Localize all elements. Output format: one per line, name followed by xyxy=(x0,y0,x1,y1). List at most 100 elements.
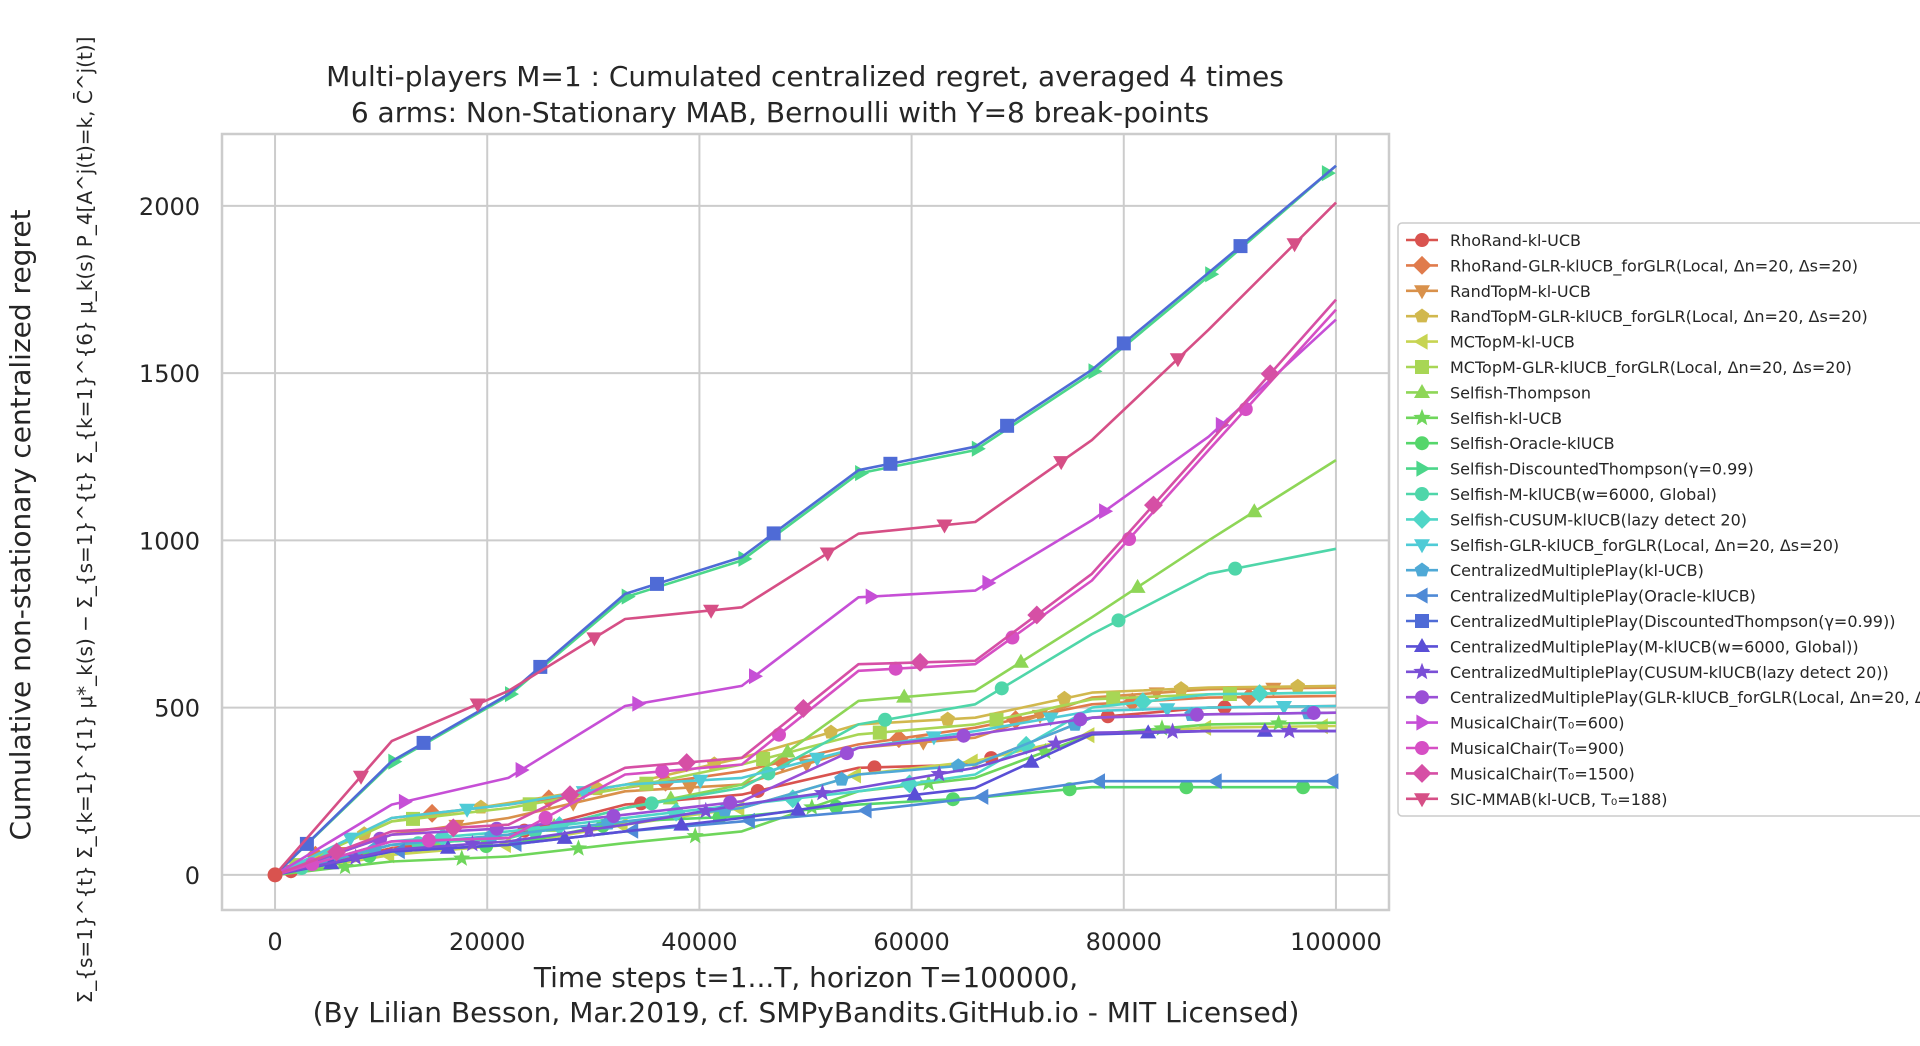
series-line xyxy=(274,318,1337,877)
data-point xyxy=(809,752,826,767)
data-point xyxy=(347,848,365,865)
data-point xyxy=(1036,742,1054,760)
data-point xyxy=(883,456,898,471)
data-point xyxy=(790,801,807,816)
data-point xyxy=(793,699,813,718)
series-22 xyxy=(274,298,1337,877)
data-point xyxy=(839,746,854,761)
data-point xyxy=(1189,707,1204,722)
legend-item: RhoRand-GLR-klUCB_forGLR(Local, Δn=20, Δ… xyxy=(1406,255,1858,276)
data-point xyxy=(453,849,471,866)
legend-item: MusicalChair(T₀=900) xyxy=(1406,739,1625,758)
data-point xyxy=(1250,684,1269,703)
legend-label: MusicalChair(T₀=600) xyxy=(1450,714,1625,733)
data-point xyxy=(823,724,839,739)
legend-item: Selfish-CUSUM-klUCB(lazy detect 20) xyxy=(1406,509,1747,529)
legend-marker xyxy=(1413,662,1431,680)
x-tick-label: 0 xyxy=(267,928,282,956)
data-point xyxy=(1106,691,1121,706)
series-layer xyxy=(267,164,1339,883)
legend-marker xyxy=(1413,333,1428,350)
legend-label: RhoRand-GLR-klUCB_forGLR(Local, Δn=20, Δ… xyxy=(1450,256,1858,276)
data-point xyxy=(1042,712,1059,727)
data-point xyxy=(813,784,832,801)
data-point xyxy=(803,798,821,815)
data-point xyxy=(1144,495,1163,515)
legend-marker xyxy=(1415,741,1429,755)
legend-item: CentralizedMultiplePlay(DiscountedThomps… xyxy=(1406,612,1895,631)
legend-marker xyxy=(1413,408,1431,426)
legend-label: CentralizedMultiplePlay(CUSUM-klUCB(lazy… xyxy=(1450,663,1889,682)
data-point xyxy=(1270,714,1288,731)
data-point xyxy=(681,781,698,796)
legend-marker xyxy=(1412,509,1432,529)
data-point xyxy=(1306,705,1321,720)
plot-frame xyxy=(220,132,1391,912)
legend-item: Selfish-M-klUCB(w=6000, Global) xyxy=(1406,485,1717,504)
data-point xyxy=(766,526,781,541)
legend-label: CentralizedMultiplePlay(DiscountedThomps… xyxy=(1450,612,1895,631)
series-13 xyxy=(274,701,1337,877)
data-point xyxy=(673,816,690,831)
origin-point xyxy=(267,867,283,883)
legend-label: RhoRand-kl-UCB xyxy=(1450,231,1581,250)
legend-item: Selfish-DiscountedThompson(γ=0.99) xyxy=(1406,460,1754,479)
data-point xyxy=(1099,503,1114,520)
chart-subtitle: 6 arms: Non-Stationary MAB, Bernoulli wi… xyxy=(351,96,1209,129)
data-point xyxy=(974,788,989,805)
data-point xyxy=(878,712,893,727)
data-point xyxy=(1073,712,1088,727)
data-point xyxy=(342,832,359,847)
legend-marker xyxy=(1414,308,1430,323)
data-point xyxy=(1228,561,1243,576)
y-axis-label: Cumulative non-stationary centralized re… xyxy=(4,209,37,840)
data-point xyxy=(1207,773,1222,790)
data-point xyxy=(569,839,588,856)
data-point xyxy=(692,774,709,789)
data-point xyxy=(888,661,903,676)
data-point xyxy=(352,770,369,785)
y-tick-label: 500 xyxy=(154,695,200,723)
data-point xyxy=(1290,678,1306,693)
legend-item: MusicalChair(T₀=1500) xyxy=(1406,763,1635,783)
y-tick-label: 0 xyxy=(185,862,200,890)
data-point xyxy=(677,753,697,772)
legend-marker xyxy=(1415,233,1429,247)
y-axis-formula: Σ_{s=1}^{t} Σ_{k=1}^{1} μ*_k(s) − Σ_{s=1… xyxy=(72,37,97,1004)
legend-label: MCTopM-GLR-klUCB_forGLR(Local, Δn=20, Δs… xyxy=(1450,358,1852,378)
legend-item: RandTopM-kl-UCB xyxy=(1406,282,1591,301)
legend-marker xyxy=(1413,587,1428,604)
legend-item: SIC-MMAB(kl-UCB, T₀=188) xyxy=(1406,790,1667,809)
data-point xyxy=(936,519,953,534)
data-point xyxy=(1286,238,1303,253)
legend-item: Selfish-Thompson xyxy=(1406,383,1591,402)
data-point xyxy=(1169,353,1186,368)
series-line xyxy=(274,547,1337,877)
data-point xyxy=(1260,364,1280,384)
x-axis-label: Time steps t=1...T, horizon T=100000, xyxy=(533,961,1078,994)
legend-marker xyxy=(1415,614,1429,628)
data-point xyxy=(1179,780,1194,795)
legend-label: CentralizedMultiplePlay(Oracle-klUCB) xyxy=(1450,587,1756,606)
data-point xyxy=(1116,336,1131,351)
data-point xyxy=(723,795,738,810)
data-point xyxy=(1057,690,1072,705)
x-axis-label-credit: (By Lilian Besson, Mar.2019, cf. SMPyBan… xyxy=(313,996,1300,1029)
data-point xyxy=(896,688,913,703)
data-point xyxy=(686,827,704,844)
chart-title: Multi-players M=1 : Cumulated centralize… xyxy=(326,60,1284,93)
legend-label: MusicalChair(T₀=1500) xyxy=(1450,764,1635,783)
series-line xyxy=(274,704,1337,877)
legend-marker xyxy=(1414,562,1430,577)
data-point xyxy=(1238,402,1253,417)
data-point xyxy=(1047,734,1065,751)
data-point xyxy=(1275,701,1292,715)
data-point xyxy=(1111,613,1126,628)
x-tick-label: 80000 xyxy=(1086,928,1162,956)
data-point xyxy=(1053,456,1070,471)
legend-frame xyxy=(1397,222,1920,817)
data-point xyxy=(956,728,971,743)
legend-item: CentralizedMultiplePlay(Oracle-klUCB) xyxy=(1406,587,1756,606)
legend-label: CentralizedMultiplePlay(kl-UCB) xyxy=(1450,561,1704,580)
legend-item: Selfish-kl-UCB xyxy=(1406,408,1562,428)
